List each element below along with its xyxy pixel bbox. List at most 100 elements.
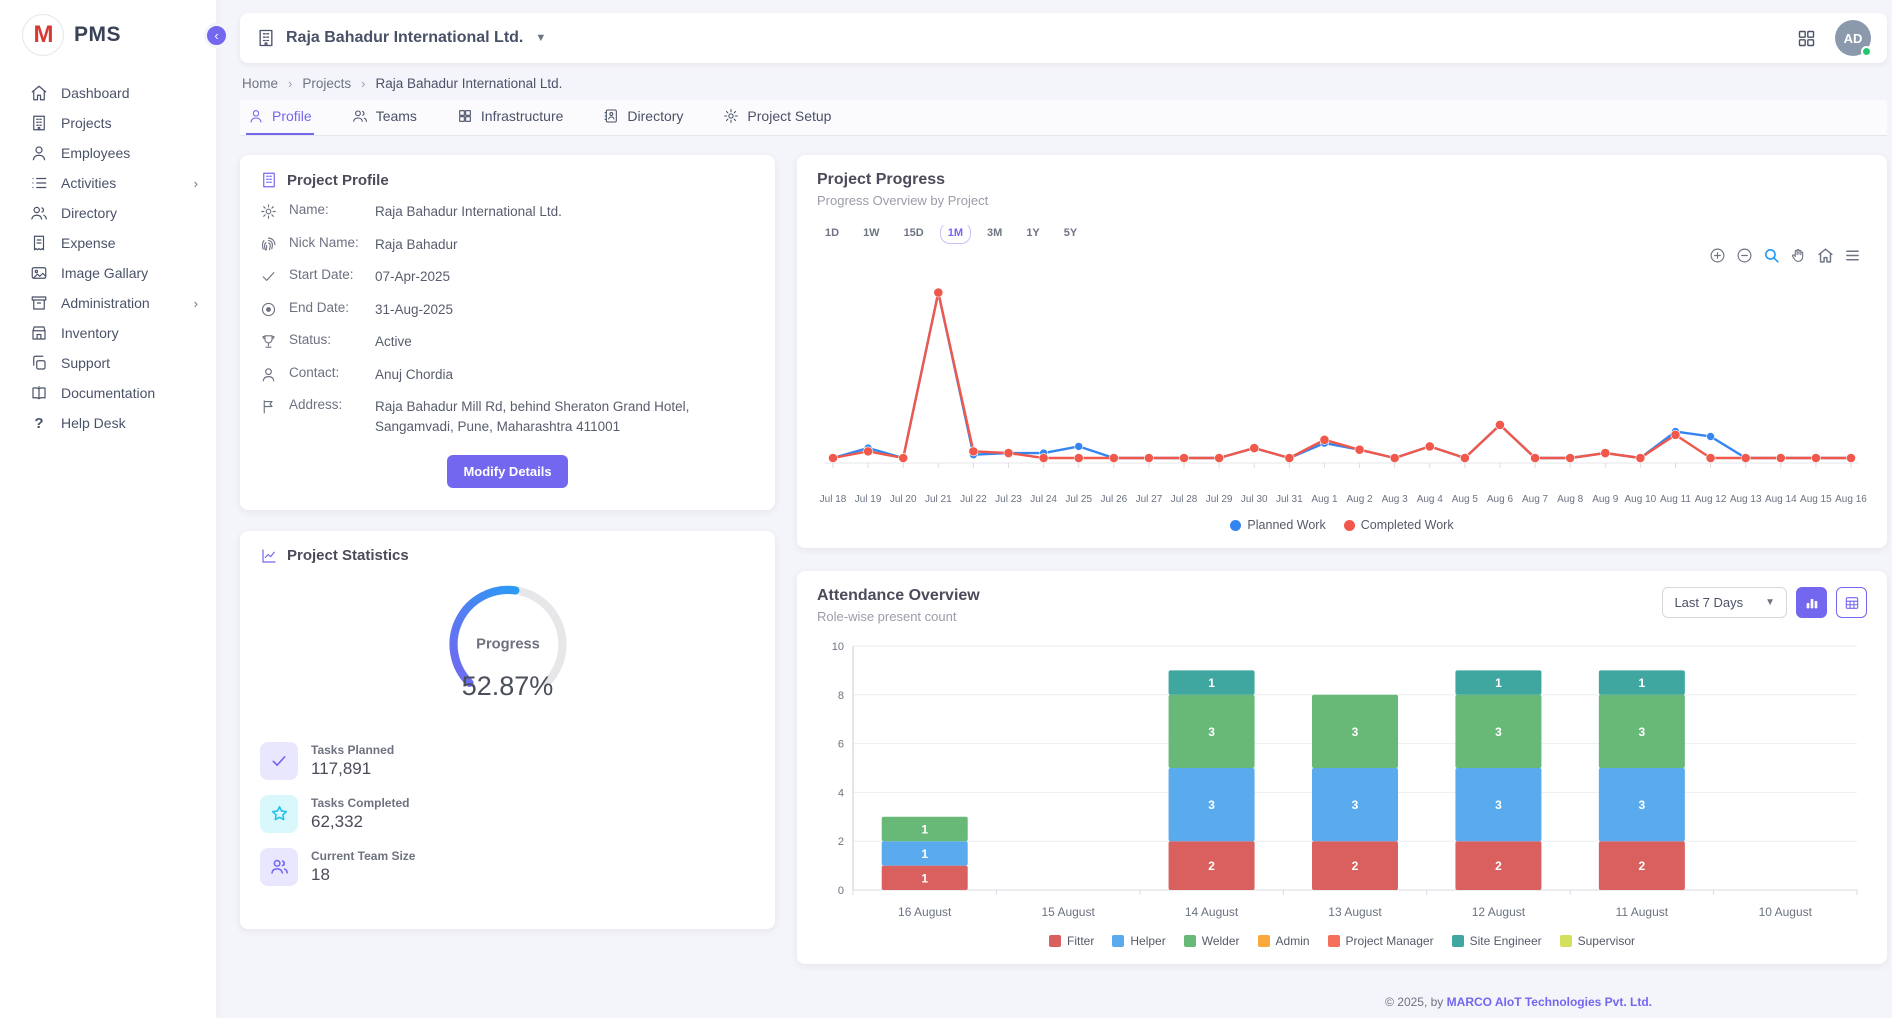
tab-directory[interactable]: Directory [601,100,685,135]
legend-item[interactable]: Completed Work [1344,518,1454,532]
brand-logo[interactable]: M PMS [0,0,216,66]
legend-item[interactable]: Admin [1258,934,1310,948]
svg-text:2: 2 [1208,859,1215,873]
profile-field-name: Name: Raja Bahadur International Ltd. [260,202,755,222]
project-tabs: Profile Teams Infrastructure Directory P… [240,100,1887,136]
company-picker[interactable]: Raja Bahadur International Ltd. ▼ [256,28,546,48]
apps-grid-icon[interactable] [1796,28,1817,49]
breadcrumb-separator: › [361,76,365,91]
svg-text:Aug 1: Aug 1 [1311,494,1338,505]
flag-icon [260,398,277,415]
chart-view-button[interactable] [1796,587,1827,618]
stat-value: 18 [311,865,415,885]
breadcrumb-home[interactable]: Home [242,76,278,91]
pan-hand-icon[interactable] [1790,246,1807,264]
sidebar-collapse-button[interactable]: ‹ [204,23,229,48]
svg-text:Jul 26: Jul 26 [1100,494,1127,505]
range-15d[interactable]: 15D [896,222,932,244]
book-icon [30,384,48,402]
field-value: Active [375,332,418,352]
svg-text:Jul 30: Jul 30 [1241,494,1268,505]
svg-text:1: 1 [921,871,928,885]
range-1y[interactable]: 1Y [1018,222,1047,244]
modify-details-button[interactable]: Modify Details [447,455,567,488]
team-icon [260,848,298,886]
field-label: Contact: [289,365,375,380]
sidebar-item-administration[interactable]: Administration › [0,288,216,318]
sidebar-item-expense[interactable]: Expense [0,228,216,258]
left-column: Project Profile Name: Raja Bahadur Inter… [240,155,775,929]
tab-infrastructure[interactable]: Infrastructure [455,100,565,135]
range-3m[interactable]: 3M [979,222,1010,244]
svg-text:8: 8 [838,690,844,702]
svg-text:Aug 9: Aug 9 [1592,494,1619,505]
sidebar-item-dashboard[interactable]: Dashboard [0,78,216,108]
tab-teams[interactable]: Teams [350,100,419,135]
svg-text:Aug 15: Aug 15 [1800,494,1832,505]
menu-icon[interactable] [1844,246,1861,264]
svg-text:3: 3 [1352,798,1359,812]
sidebar-item-inventory[interactable]: Inventory [0,318,216,348]
gauge-label: Progress [476,636,540,652]
svg-text:Aug 2: Aug 2 [1346,494,1373,505]
field-label: Nick Name: [289,235,375,250]
copyright-text: © 2025, by [1385,995,1443,1009]
svg-text:Aug 16: Aug 16 [1835,494,1867,505]
legend-label: Fitter [1067,934,1094,948]
tab-label: Infrastructure [481,108,563,124]
profile-field-nickname: Nick Name: Raja Bahadur [260,235,755,255]
range-1m[interactable]: 1M [940,222,971,244]
svg-text:Aug 13: Aug 13 [1730,494,1762,505]
breadcrumb-current: Raja Bahadur International Ltd. [375,76,562,91]
check-icon [260,742,298,780]
svg-text:1: 1 [921,823,928,837]
legend-item[interactable]: Supervisor [1560,934,1635,948]
stat-tasks-planned: Tasks Planned 117,891 [260,742,755,780]
sidebar-item-employees[interactable]: Employees [0,138,216,168]
range-5y[interactable]: 5Y [1056,222,1085,244]
svg-text:3: 3 [1352,725,1359,739]
table-icon [1844,595,1860,611]
tab-project-setup[interactable]: Project Setup [721,100,833,135]
sidebar-item-projects[interactable]: Projects [0,108,216,138]
selection-zoom-icon[interactable] [1763,246,1780,264]
zoom-in-icon[interactable] [1709,246,1726,264]
legend-item[interactable]: Project Manager [1328,934,1434,948]
sidebar-item-directory[interactable]: Directory [0,198,216,228]
sidebar-item-activities[interactable]: Activities › [0,168,216,198]
zoom-out-icon[interactable] [1736,246,1753,264]
user-avatar[interactable]: AD [1835,20,1871,56]
sidebar-item-support[interactable]: Support [0,348,216,378]
date-range-select[interactable]: Last 7 Days ▼ [1662,587,1787,618]
legend-item[interactable]: Site Engineer [1452,934,1542,948]
legend-marker [1184,935,1196,947]
legend-item[interactable]: Welder [1184,934,1240,948]
legend-label: Welder [1202,934,1240,948]
sidebar-item-help-desk[interactable]: ? Help Desk [0,408,216,438]
chart-toolbar [817,246,1867,264]
range-1w[interactable]: 1W [855,222,888,244]
sidebar-item-image-gallery[interactable]: Image Gallary [0,258,216,288]
top-header: Raja Bahadur International Ltd. ▼ AD [240,13,1887,63]
legend-item[interactable]: Planned Work [1230,518,1325,532]
project-statistics-card: Project Statistics [240,531,775,929]
gear-icon [260,203,277,220]
legend-label: Project Manager [1346,934,1434,948]
sidebar-item-documentation[interactable]: Documentation [0,378,216,408]
range-1d[interactable]: 1D [817,222,847,244]
legend-item[interactable]: Helper [1112,934,1165,948]
legend-label: Helper [1130,934,1165,948]
svg-text:1: 1 [1208,676,1215,690]
table-view-button[interactable] [1836,587,1867,618]
field-label: End Date: [289,300,375,315]
tab-profile[interactable]: Profile [246,100,314,135]
footer-company-link[interactable]: MARCO AIoT Technologies Pvt. Ltd. [1447,995,1652,1009]
legend-item[interactable]: Fitter [1049,934,1094,948]
trophy-icon [260,333,277,350]
contact-book-icon [603,108,619,124]
user-icon [260,366,277,383]
breadcrumb-projects[interactable]: Projects [302,76,351,91]
home-reset-icon[interactable] [1817,246,1834,264]
svg-text:Jul 18: Jul 18 [820,494,847,505]
attendance-chart: 024681011116 August15 August233114 Augus… [817,636,1867,928]
